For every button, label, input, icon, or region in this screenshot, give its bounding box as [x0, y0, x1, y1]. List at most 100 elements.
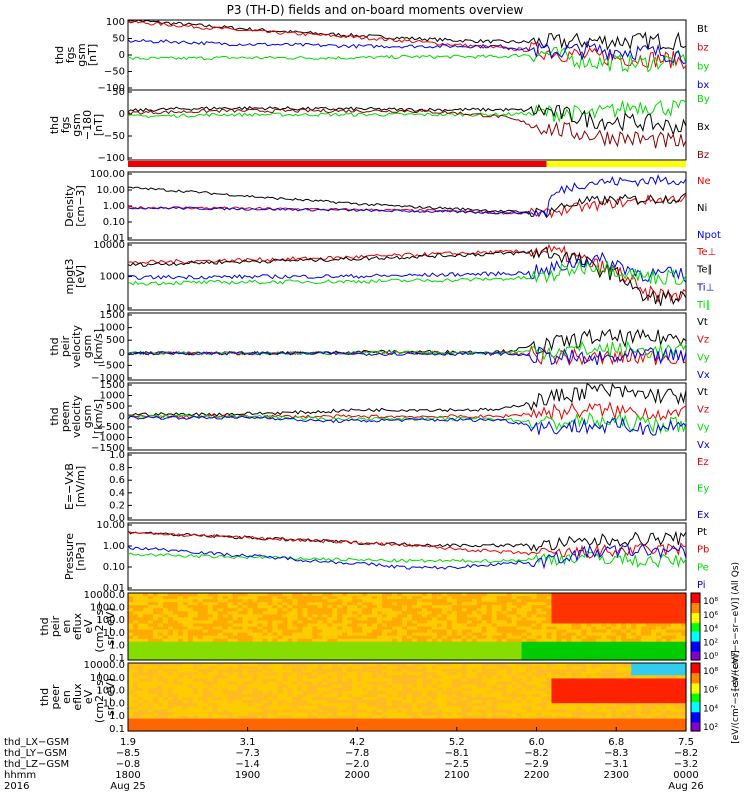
heatmap-cell: [571, 700, 577, 704]
heatmap-cell: [147, 599, 154, 603]
heatmap-cell: [466, 721, 473, 726]
heatmap-cell: [461, 681, 468, 686]
heatmap-cell: [207, 684, 214, 689]
heatmap-cell: [387, 681, 393, 686]
heatmap-cell: [621, 697, 627, 701]
heatmap-cell: [197, 611, 204, 615]
heatmap-cell: [337, 697, 343, 701]
heatmap-cell: [586, 605, 592, 609]
heatmap-cell: [496, 656, 503, 661]
heatmap-cell: [367, 599, 373, 603]
heatmap-cell: [636, 635, 642, 640]
heatmap-cell: [631, 611, 637, 615]
heatmap-cell: [317, 632, 323, 637]
heatmap-cell: [641, 599, 647, 603]
heatmap-cell: [227, 638, 234, 643]
heatmap-cell: [217, 669, 224, 673]
heatmap-cell: [337, 647, 343, 652]
heatmap-cell: [312, 623, 318, 628]
heatmap-cell: [162, 675, 169, 680]
heatmap-cell: [312, 669, 318, 673]
heatmap-cell: [222, 602, 229, 606]
heatmap-cell: [481, 602, 488, 606]
heatmap-cell: [342, 690, 348, 695]
heatmap-cell: [272, 599, 279, 603]
heatmap-cell: [407, 614, 413, 618]
heatmap-cell: [132, 700, 139, 704]
heatmap-cell: [426, 675, 433, 680]
heatmap-cell: [656, 602, 662, 606]
heatmap-cell: [576, 709, 582, 714]
heatmap-cell: [536, 678, 543, 683]
series-Ti∥: [127, 259, 687, 286]
heatmap-cell: [232, 712, 239, 717]
heatmap-cell: [387, 650, 393, 655]
heatmap-cell: [237, 650, 244, 655]
heatmap-cell: [132, 608, 139, 612]
heatmap-cell: [606, 635, 612, 640]
heatmap-cell: [541, 614, 548, 618]
heatmap-cell: [372, 675, 378, 680]
heatmap-cell: [202, 602, 209, 606]
heatmap-cell: [631, 629, 637, 634]
heatmap-cell: [421, 700, 428, 704]
heatmap-cell: [372, 632, 378, 637]
heatmap-cell: [137, 635, 144, 640]
heatmap-cell: [252, 641, 259, 646]
heatmap-cell: [556, 675, 563, 680]
heatmap-cell: [486, 721, 493, 726]
heatmap-cell: [292, 653, 298, 658]
heatmap-cell: [312, 709, 318, 714]
heatmap-cell: [332, 700, 338, 704]
heatmap-cell: [342, 602, 348, 606]
heatmap-cell: [157, 623, 164, 628]
heatmap-cell: [536, 697, 543, 701]
heatmap-cell: [382, 635, 388, 640]
heatmap-cell: [327, 641, 333, 646]
heatmap-cell: [162, 611, 169, 615]
heatmap-cell: [621, 669, 627, 673]
legend-Te⊥: Te⊥: [696, 247, 716, 258]
heatmap-cell: [451, 614, 458, 618]
heatmap-cell: [302, 647, 308, 652]
heatmap-cell: [177, 700, 184, 704]
heatmap-cell: [636, 596, 642, 600]
heatmap-cell: [506, 656, 513, 661]
heatmap-cell: [322, 638, 328, 643]
heatmap-cell: [486, 712, 493, 717]
heatmap-cell: [292, 666, 298, 670]
heatmap-cell: [631, 706, 637, 710]
heatmap-cell: [207, 666, 214, 670]
heatmap-cell: [411, 706, 418, 710]
heatmap-cell: [491, 721, 498, 726]
heatmap-cell: [197, 632, 204, 637]
heatmap-cell: [337, 644, 343, 649]
heatmap-cell: [282, 669, 289, 673]
heatmap-cell: [277, 599, 284, 603]
heatmap-cell: [426, 593, 433, 597]
heatmap-cell: [491, 632, 498, 637]
heatmap-cell: [501, 623, 508, 628]
heatmap-cell: [576, 593, 582, 597]
heatmap-cell: [257, 706, 264, 710]
heatmap-cell: [551, 675, 558, 680]
heatmap-cell: [621, 602, 627, 606]
heatmap-cell: [362, 697, 368, 701]
heatmap-cell: [476, 620, 483, 625]
heatmap-cell: [162, 690, 169, 695]
heatmap-cell: [411, 724, 418, 729]
heatmap-cell: [237, 638, 244, 643]
heatmap-cell: [362, 629, 368, 634]
heatmap-cell: [142, 647, 149, 652]
heatmap-cell: [461, 635, 468, 640]
heatmap-cell: [436, 663, 443, 667]
heatmap-cell: [586, 602, 592, 606]
heatmap-cell: [407, 647, 413, 652]
heatmap-cell: [626, 663, 632, 667]
heatmap-cell: [451, 605, 458, 609]
heatmap-cell: [337, 623, 343, 628]
heatmap-cell: [631, 697, 637, 701]
heatmap-cell: [267, 703, 274, 707]
heatmap-cell: [606, 650, 612, 655]
heatmap-cell: [128, 608, 134, 612]
